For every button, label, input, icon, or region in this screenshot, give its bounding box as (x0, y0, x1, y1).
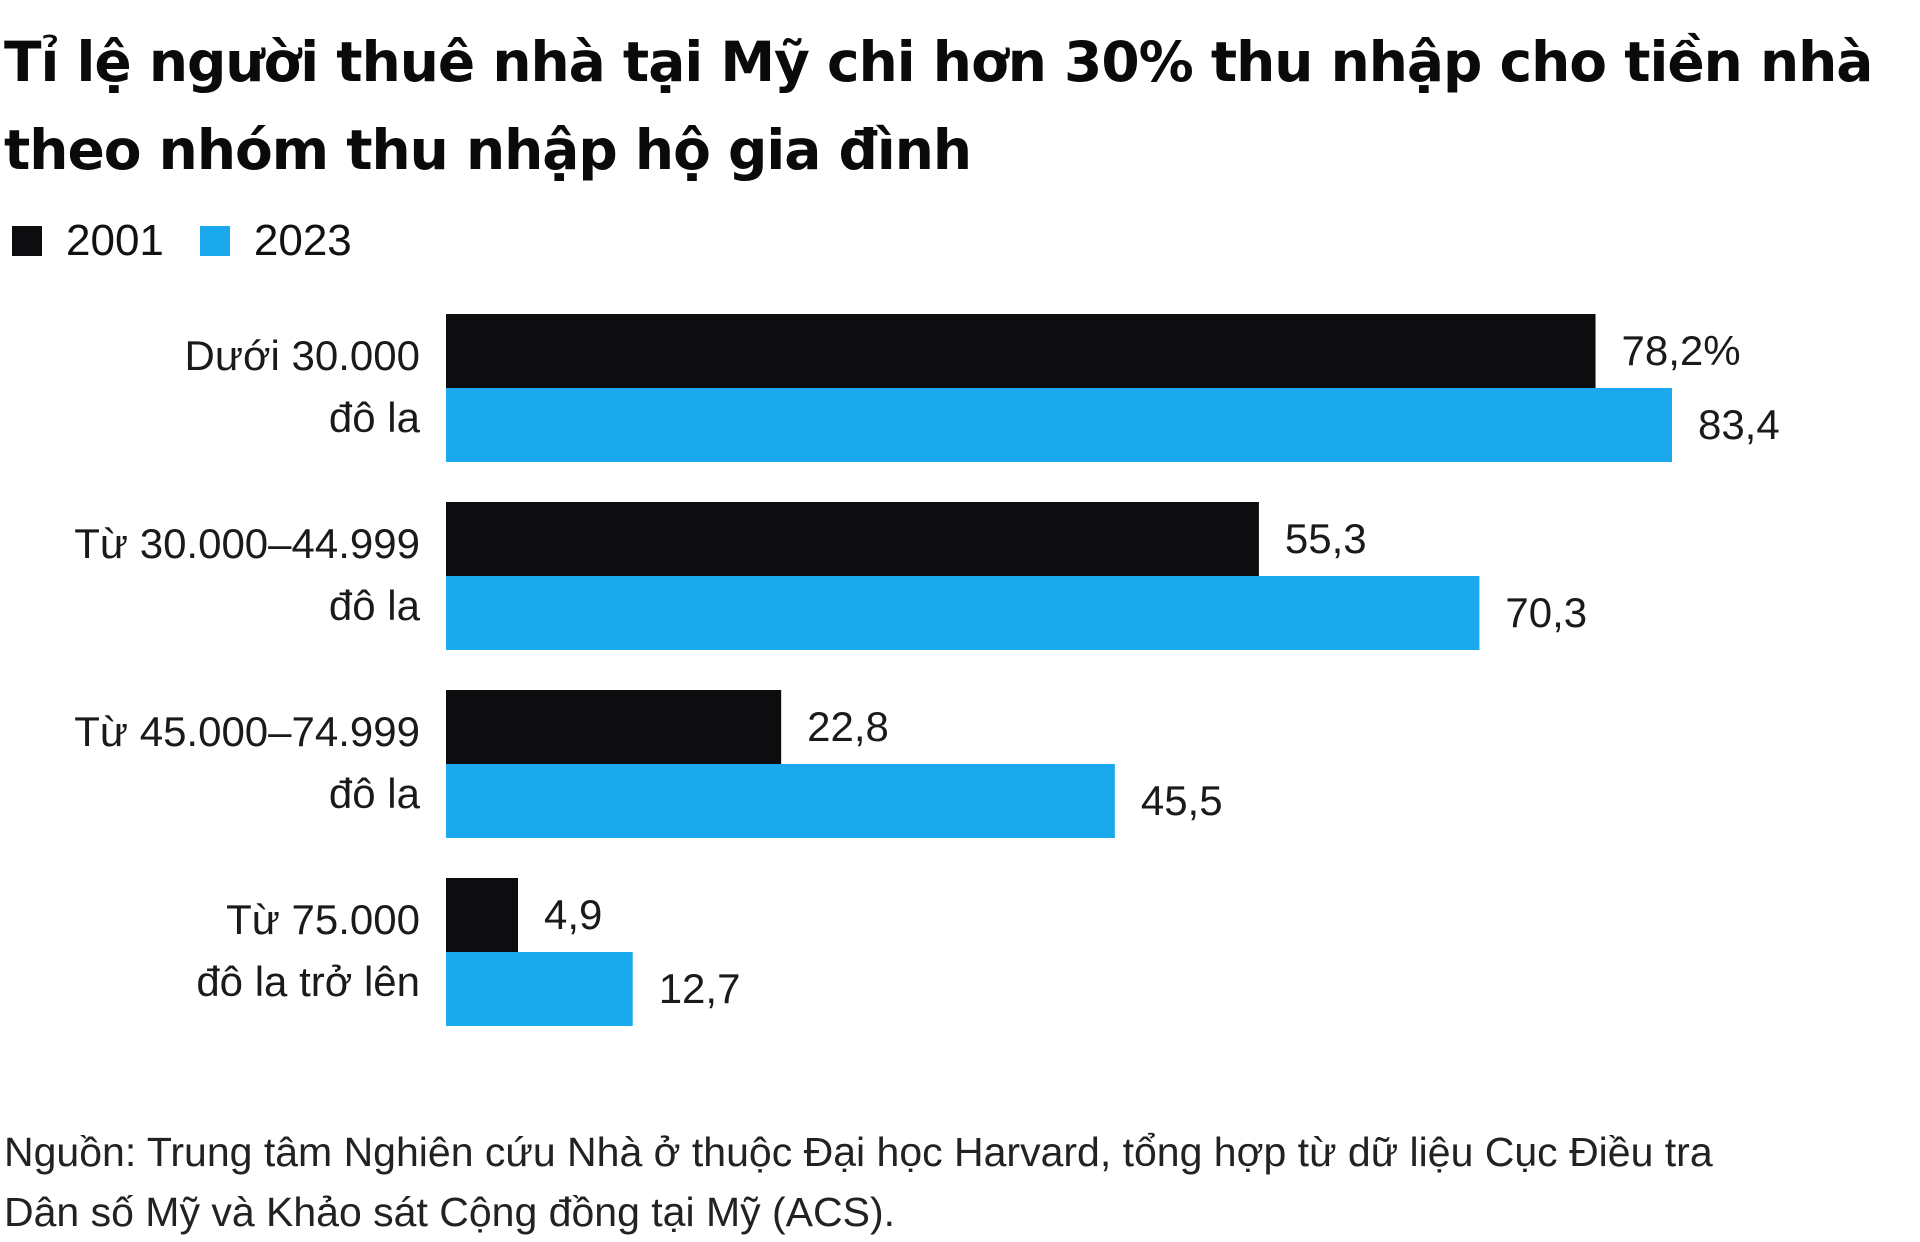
data-label-2001-4: 4,9 (544, 891, 602, 938)
legend-item-2023: 2023 (199, 216, 352, 266)
category-label-1-line-1: Dưới 30.000 (185, 332, 420, 379)
bar-chart: Dưới 30.000 đô la 78,2% 83,4 Từ 30.000–44.99… (74, 314, 1780, 1026)
bar-2001-1 (446, 314, 1596, 388)
chart-title: Tỉ lệ người thuê nhà tại Mỹ chi hơn 30% … (4, 18, 1914, 194)
category-label-3-line-1: Từ 45.000–74.999 (74, 708, 420, 755)
legend-label-2001: 2001 (66, 216, 164, 265)
bar-2001-4 (446, 878, 519, 952)
chart-title-line-2: theo nhóm thu nhập hộ gia đình (4, 118, 972, 182)
data-label-2001-1: 78,2% (1622, 327, 1741, 374)
data-label-2023-1: 83,4 (1698, 401, 1780, 448)
data-label-2001-2: 55,3 (1285, 515, 1367, 562)
source-note: Nguồn: Trung tâm Nghiên cứu Nhà ở thuộc … (4, 1122, 1914, 1242)
source-note-line-2: Dân số Mỹ và Khảo sát Cộng đồng tại Mỹ (… (4, 1189, 896, 1235)
legend-swatch-2023 (199, 226, 230, 256)
data-label-2023-2: 70,3 (1505, 589, 1587, 636)
bar-2023-1 (446, 388, 1672, 462)
category-label-4-line-1: Từ 75.000 (226, 896, 420, 943)
bar-2023-4 (446, 952, 633, 1026)
bar-2001-3 (446, 690, 782, 764)
chart-legend: 2001 2023 (12, 214, 388, 268)
source-note-line-1: Nguồn: Trung tâm Nghiên cứu Nhà ở thuộc … (4, 1129, 1713, 1175)
chart-title-line-1: Tỉ lệ người thuê nhà tại Mỹ chi hơn 30% … (4, 30, 1873, 94)
category-label-3-line-2: đô la (329, 770, 421, 817)
bar-2001-2 (446, 502, 1259, 576)
data-label-2023-3: 45,5 (1141, 777, 1223, 824)
legend-item-2001: 2001 (12, 216, 164, 266)
bar-2023-3 (446, 764, 1115, 838)
category-label-1-line-2: đô la (329, 394, 421, 441)
data-label-2001-3: 22,8 (807, 703, 889, 750)
data-label-2023-4: 12,7 (659, 965, 741, 1012)
category-label-2-line-1: Từ 30.000–44.999 (74, 520, 420, 567)
category-label-4-line-2: đô la trở lên (196, 958, 420, 1005)
category-label-2-line-2: đô la (329, 582, 421, 629)
legend-swatch-2001 (12, 226, 42, 256)
bar-2023-2 (446, 576, 1480, 650)
legend-label-2023: 2023 (253, 216, 352, 265)
